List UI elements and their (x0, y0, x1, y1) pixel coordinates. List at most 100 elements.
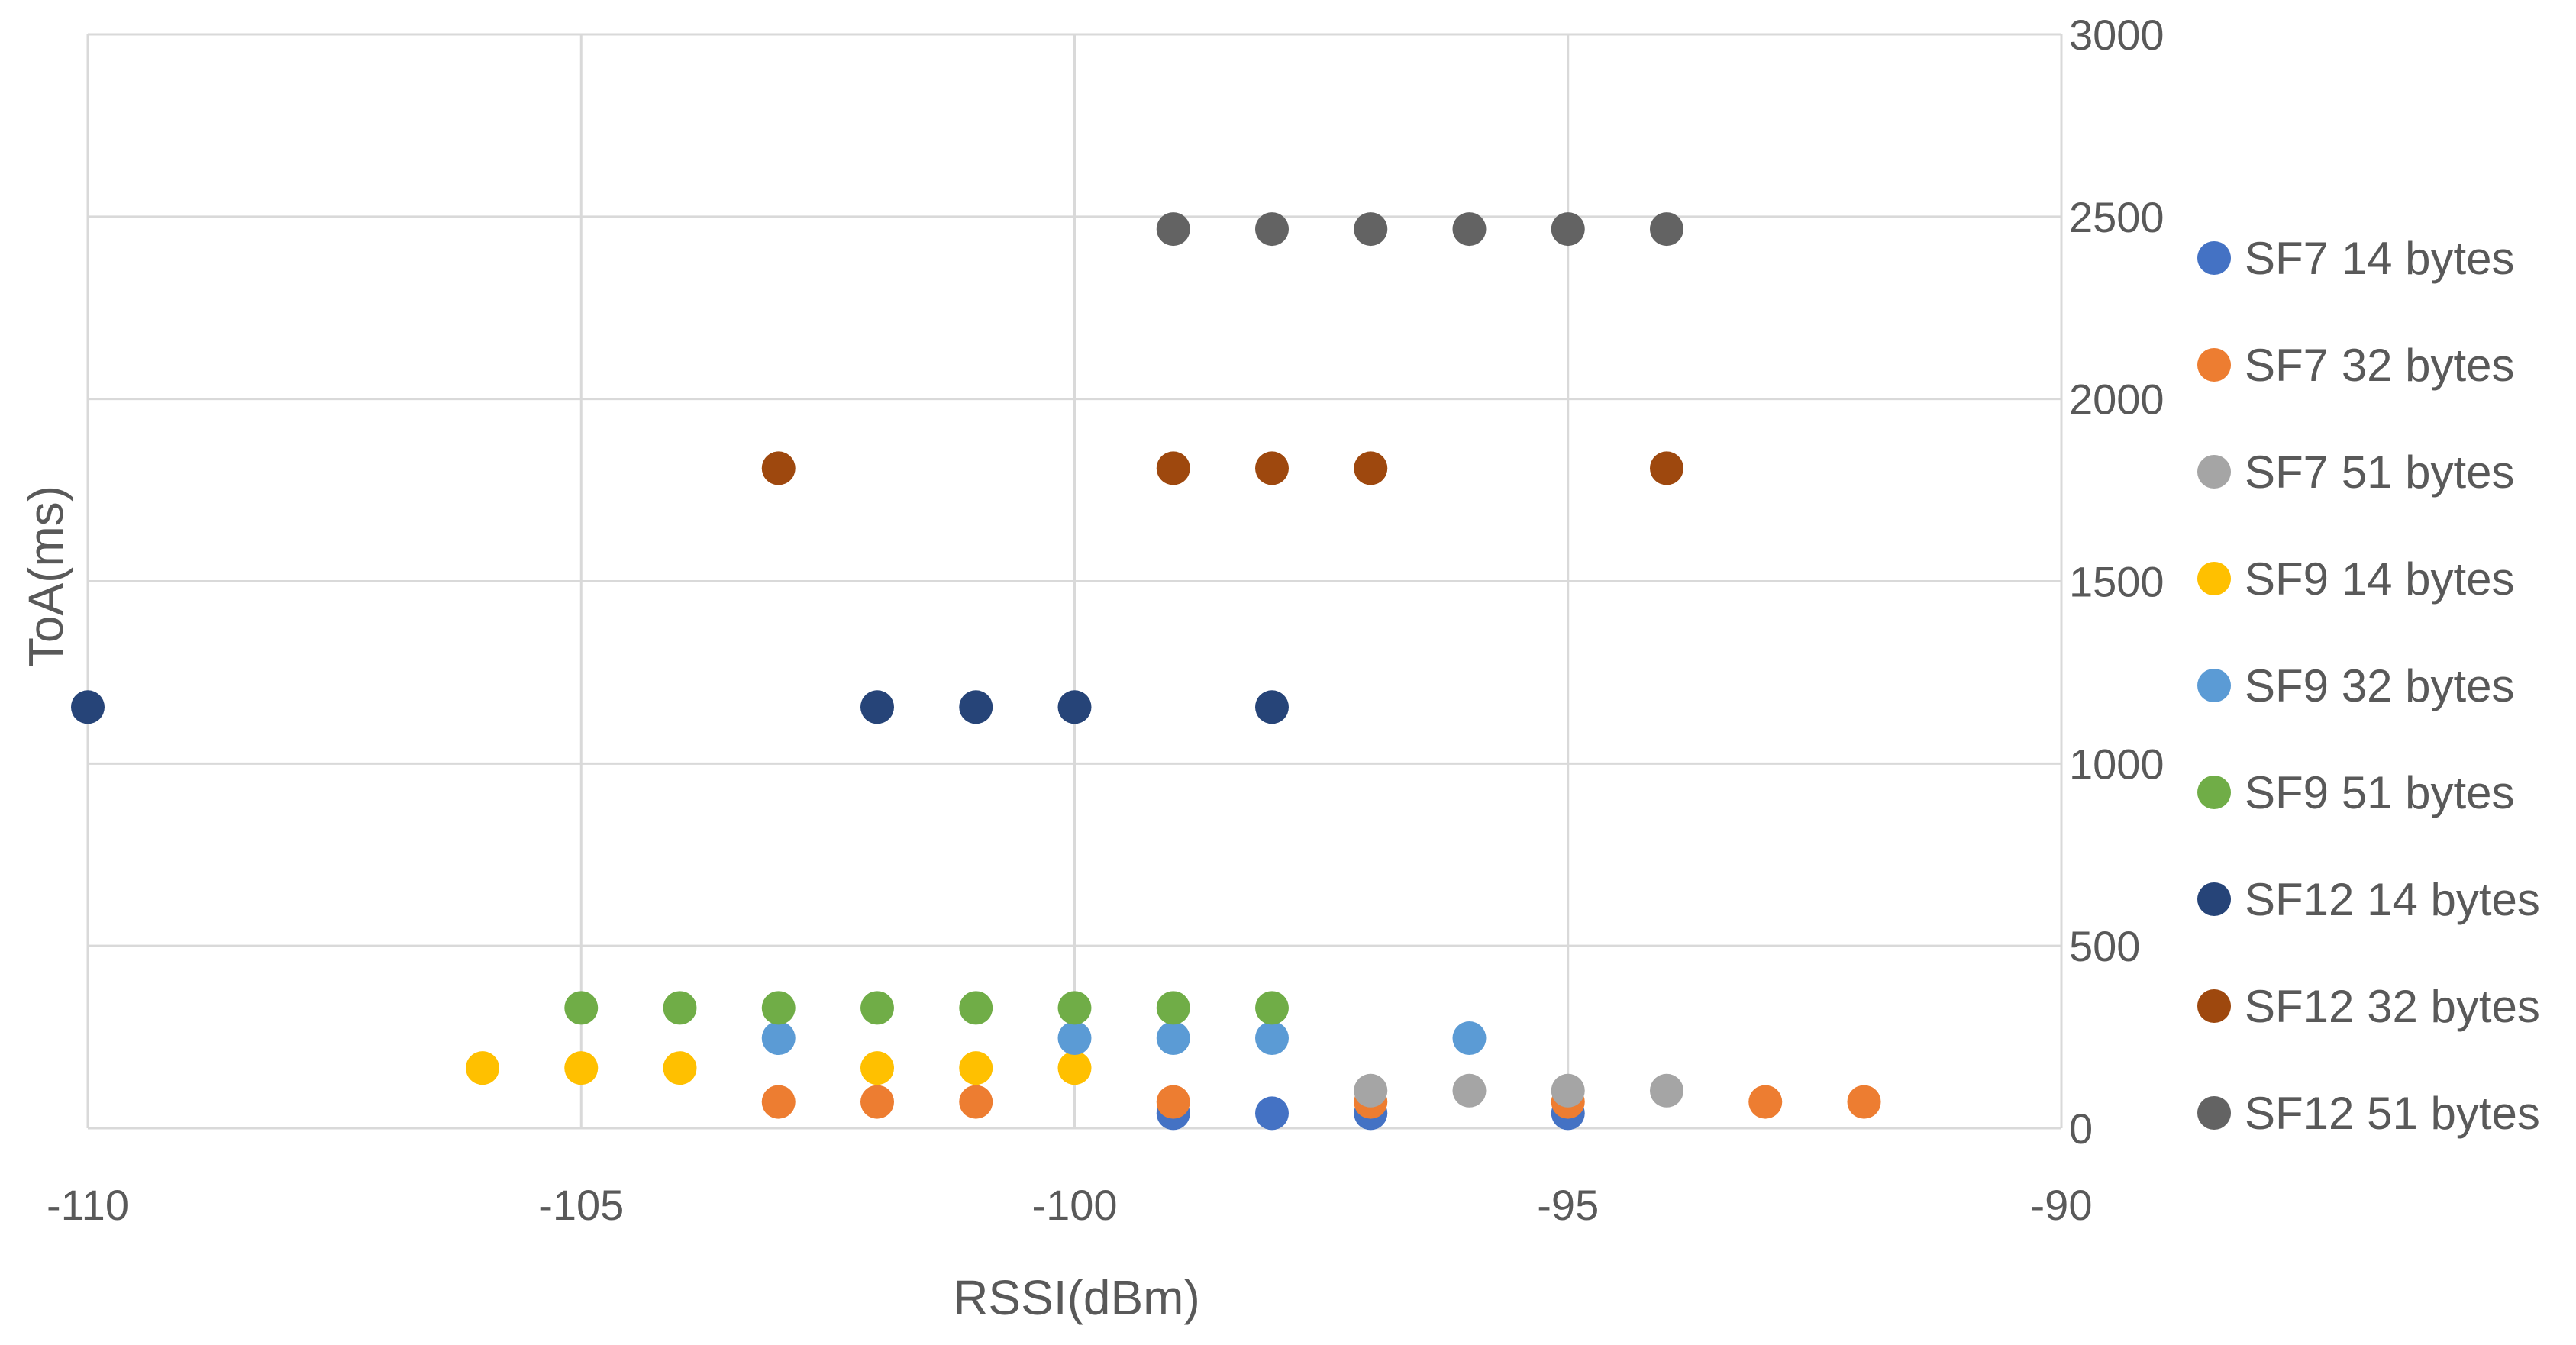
legend-item: SF7 51 bytes (2197, 447, 2515, 498)
data-point (1057, 1051, 1092, 1085)
grid (86, 33, 2063, 1130)
data-point (1156, 1021, 1190, 1056)
y-tick-label: 2500 (2069, 193, 2164, 241)
data-point (1156, 991, 1190, 1025)
data-point (1057, 690, 1092, 724)
data-point (959, 991, 993, 1025)
series-3 (1354, 1073, 1683, 1108)
series-9 (1156, 212, 1683, 247)
data-point (860, 690, 894, 724)
data-point (1551, 1073, 1585, 1108)
x-axis-tick-labels: -110 -105 -100 -95 -90 (47, 1181, 2092, 1229)
legend-item: SF9 51 bytes (2197, 767, 2515, 818)
legend-marker (2197, 882, 2231, 916)
y-tick-label: 1000 (2069, 740, 2164, 788)
data-point (860, 1051, 894, 1085)
legend-label: SF9 32 bytes (2245, 660, 2515, 711)
y-tick-label: 1500 (2069, 558, 2164, 606)
x-tick-label: -100 (1031, 1181, 1117, 1229)
data-point (1057, 1021, 1092, 1056)
data-point (959, 690, 993, 724)
legend-marker (2197, 241, 2231, 275)
x-tick-label: -110 (47, 1181, 129, 1229)
legend-label: SF7 14 bytes (2245, 233, 2515, 284)
data-point (1452, 212, 1487, 247)
data-point (761, 1021, 796, 1056)
data-point (71, 690, 105, 724)
data-point (761, 1085, 796, 1119)
data-point (1255, 451, 1289, 485)
legend-item: SF9 32 bytes (2197, 660, 2515, 711)
data-point (1255, 212, 1289, 247)
legend-label: SF7 51 bytes (2245, 447, 2515, 498)
series-2 (761, 1085, 1881, 1119)
legend-label: SF12 14 bytes (2245, 874, 2540, 925)
data-point (1452, 1021, 1487, 1056)
y-axis-tick-labels: 0 500 1000 1500 2000 2500 3000 (2069, 11, 2164, 1153)
data-point (1354, 1073, 1388, 1108)
data-point (663, 991, 697, 1025)
legend-label: SF9 14 bytes (2245, 553, 2515, 605)
data-point (564, 991, 599, 1025)
data-point (1847, 1085, 1881, 1119)
data-point (1057, 991, 1092, 1025)
y-tick-label: 3000 (2069, 11, 2164, 59)
legend-marker (2197, 1096, 2231, 1130)
data-point (860, 991, 894, 1025)
data-point (1156, 1085, 1190, 1119)
data-point (663, 1051, 697, 1085)
legend-marker (2197, 562, 2231, 595)
data-point (1255, 991, 1289, 1025)
x-axis-title: RSSI(dBm) (953, 1270, 1200, 1325)
series-6 (564, 991, 1289, 1025)
legend-marker (2197, 989, 2231, 1023)
legend-label: SF9 51 bytes (2245, 767, 2515, 818)
y-axis-title: ToA(ms) (18, 485, 73, 667)
series-5 (761, 1021, 1487, 1056)
series-4 (466, 1051, 1092, 1085)
legend-marker (2197, 669, 2231, 702)
legend-item: SF9 14 bytes (2197, 553, 2515, 605)
x-tick-label: -105 (538, 1181, 624, 1229)
data-point (1650, 1073, 1683, 1108)
data-point (1452, 1073, 1487, 1108)
legend-item: SF12 14 bytes (2197, 874, 2540, 925)
legend-label: SF12 32 bytes (2245, 981, 2540, 1032)
y-tick-label: 500 (2069, 922, 2140, 970)
data-point (1354, 212, 1388, 247)
data-point (1255, 1021, 1289, 1056)
legend-item: SF7 32 bytes (2197, 340, 2515, 391)
y-tick-label: 2000 (2069, 376, 2164, 424)
data-point (1650, 212, 1683, 247)
x-tick-label: -90 (2031, 1181, 2093, 1229)
data-point (1255, 1096, 1289, 1131)
series-8 (761, 451, 1683, 485)
data-point (466, 1051, 499, 1085)
legend-marker (2197, 776, 2231, 809)
data-point (959, 1085, 993, 1119)
legend: SF7 14 bytes SF7 32 bytes SF7 51 bytes SF9 … (2197, 233, 2540, 1139)
data-point (1650, 451, 1683, 485)
series-7 (71, 690, 1289, 724)
data-point (959, 1051, 993, 1085)
data-point (860, 1085, 894, 1119)
legend-item: SF12 32 bytes (2197, 981, 2540, 1032)
data-point (1748, 1085, 1783, 1119)
legend-item: SF7 14 bytes (2197, 233, 2515, 284)
legend-marker (2197, 455, 2231, 489)
legend-marker (2197, 348, 2231, 382)
data-point (1156, 451, 1190, 485)
data-point (761, 451, 796, 485)
legend-label: SF12 51 bytes (2245, 1088, 2540, 1139)
data-point (1551, 212, 1585, 247)
legend-label: SF7 32 bytes (2245, 340, 2515, 391)
data-points (71, 212, 1881, 1131)
data-point (564, 1051, 599, 1085)
y-tick-label: 0 (2069, 1105, 2093, 1153)
data-point (1255, 690, 1289, 724)
data-point (1354, 451, 1388, 485)
data-point (761, 991, 796, 1025)
legend-item: SF12 51 bytes (2197, 1088, 2540, 1139)
data-point (1156, 212, 1190, 247)
